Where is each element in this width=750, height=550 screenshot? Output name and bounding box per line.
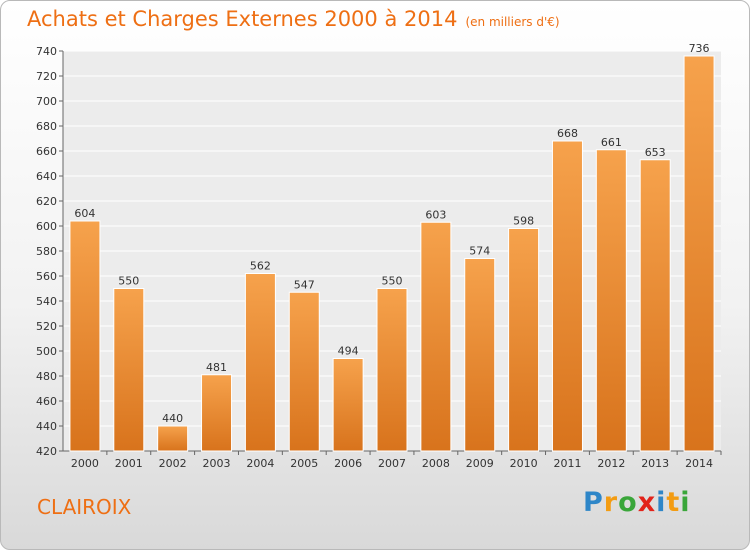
x-tick-label: 2011 [553,457,581,470]
x-tick-label: 2012 [597,457,625,470]
y-tick-label: 540 [36,295,57,308]
data-label: 603 [425,208,446,221]
bar [551,140,583,452]
title-text: Achats et Charges Externes 2000 à 2014 [27,7,458,31]
x-tick-label: 2006 [334,457,362,470]
data-label: 604 [74,207,95,220]
y-tick-label: 580 [36,245,57,258]
proxiti-logo: Proxiti [583,487,691,518]
x-tick-label: 2000 [71,457,99,470]
bar [683,55,715,452]
data-label: 574 [469,245,490,258]
x-tick-label: 2007 [378,457,406,470]
y-tick-label: 620 [36,195,57,208]
data-label: 668 [557,127,578,140]
bar [244,273,276,452]
x-tick-label: 2001 [115,457,143,470]
y-tick-label: 700 [36,95,57,108]
x-tick-label: 2010 [510,457,538,470]
x-tick-label: 2008 [422,457,450,470]
y-tick-label: 460 [36,395,57,408]
bar [332,358,364,452]
x-tick-label: 2013 [641,457,669,470]
bar [69,220,101,452]
x-tick-label: 2003 [203,457,231,470]
y-tick-label: 680 [36,120,57,133]
logo-letter: x [637,487,657,518]
y-tick-label: 520 [36,320,57,333]
data-label: 547 [294,278,315,291]
bar [595,149,627,452]
data-label: 494 [338,345,359,358]
bar [201,374,233,452]
data-label: 598 [513,215,534,228]
data-label: 653 [645,146,666,159]
bar [376,288,408,452]
bar [508,228,540,452]
logo-letter: t [666,487,681,518]
y-tick-label: 660 [36,145,57,158]
bar [113,288,145,452]
logo-letter: r [603,487,619,518]
y-tick-label: 600 [36,220,57,233]
data-label: 481 [206,361,227,374]
data-label: 661 [601,136,622,149]
chart-subtitle: (en milliers d'€) [465,15,560,29]
y-tick-label: 720 [36,70,57,83]
bar [288,291,320,452]
data-label: 562 [250,260,271,273]
chart-title: Achats et Charges Externes 2000 à 2014 (e… [27,7,560,31]
data-label: 736 [689,42,710,55]
y-tick-label: 440 [36,420,57,433]
logo-letter: o [618,487,638,518]
logo-letter: i [656,487,667,518]
data-label: 440 [162,412,183,425]
logo-letter: i [680,487,691,518]
x-tick-label: 2014 [685,457,713,470]
bar [639,159,671,452]
logo-letter: P [583,487,604,518]
x-tick-label: 2004 [246,457,274,470]
data-label: 550 [382,275,403,288]
bar [420,221,452,452]
x-tick-label: 2002 [159,457,187,470]
data-label: 550 [118,275,139,288]
y-tick-label: 640 [36,170,57,183]
bar [464,258,496,452]
x-tick-label: 2009 [466,457,494,470]
bar [157,425,189,452]
x-tick-label: 2005 [290,457,318,470]
y-tick-label: 740 [36,45,57,58]
y-tick-label: 500 [36,345,57,358]
y-tick-label: 420 [36,445,57,458]
y-tick-label: 560 [36,270,57,283]
y-tick-label: 480 [36,370,57,383]
town-name: CLAIROIX [37,495,132,519]
